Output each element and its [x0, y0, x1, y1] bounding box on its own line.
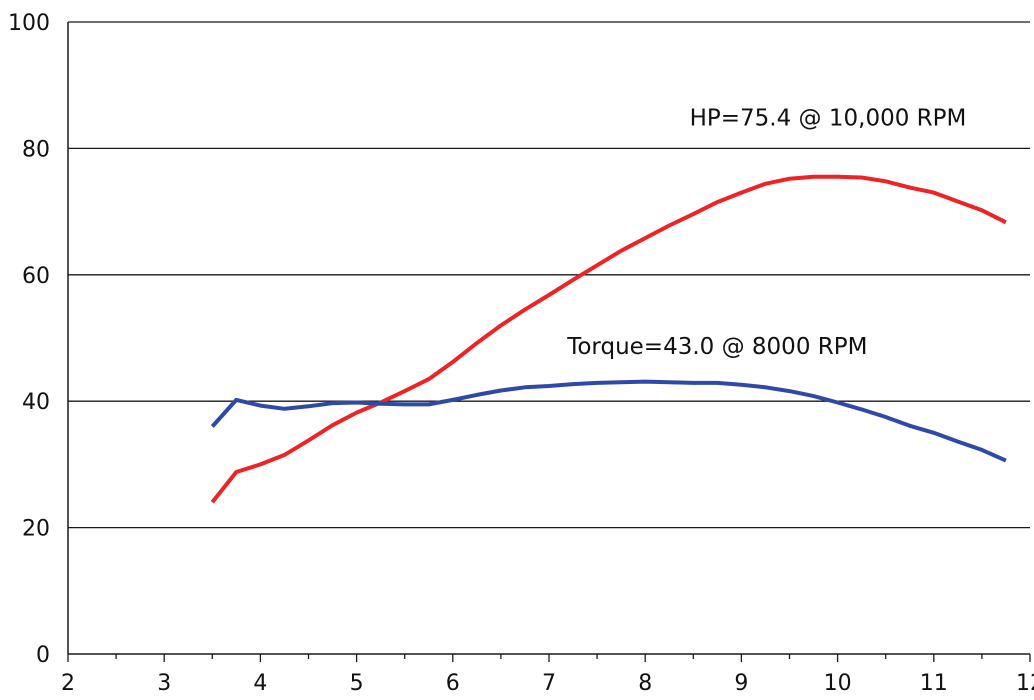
- x-tick-label: 9: [734, 671, 748, 696]
- x-tick-label: 4: [253, 671, 267, 696]
- annotations: HP=75.4 @ 10,000 RPM Torque=43.0 @ 8000 R…: [566, 106, 966, 360]
- y-tick-label: 80: [22, 137, 50, 162]
- x-tick-label: 5: [350, 671, 364, 696]
- series-lines: [210, 174, 1007, 504]
- gridlines: [68, 21, 1030, 529]
- y-tick-label: 0: [36, 643, 50, 668]
- y-tick-label: 60: [22, 264, 50, 289]
- x-tick-label: 3: [157, 671, 171, 696]
- hp-annotation: HP=75.4 @ 10,000 RPM: [690, 106, 967, 132]
- hp-series-line: [210, 174, 1007, 504]
- y-tick-label: 100: [8, 11, 50, 36]
- x-tick-label: 11: [920, 671, 948, 696]
- x-tick-label: 12: [1016, 671, 1034, 696]
- x-tick-label: 2: [61, 671, 75, 696]
- torque-series-line: [210, 379, 1007, 463]
- x-tick-label: 7: [542, 671, 556, 696]
- y-tick-label: 40: [22, 390, 50, 415]
- x-tick-label: 8: [638, 671, 652, 696]
- x-axis-ticks: 2 3 4 5 6 7 8 9 10 11 12: [61, 654, 1034, 696]
- x-tick-label: 6: [446, 671, 460, 696]
- torque-annotation: Torque=43.0 @ 8000 RPM: [566, 334, 867, 360]
- y-axis-ticks: 0 20 40 60 80 100: [8, 11, 50, 668]
- x-tick-label: 10: [824, 671, 852, 696]
- y-tick-label: 20: [22, 517, 50, 542]
